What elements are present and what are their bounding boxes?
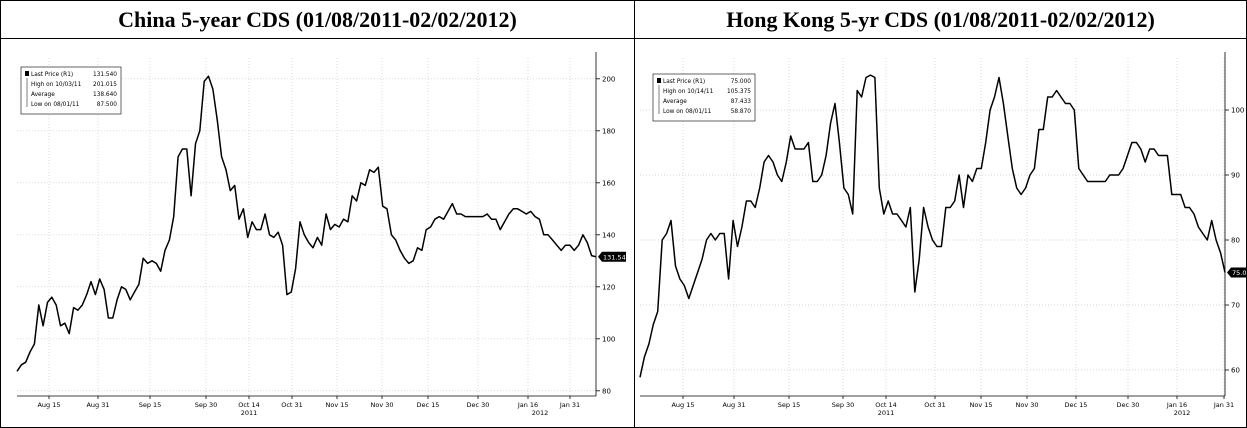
x-tick-label: Dec 30 <box>467 401 490 409</box>
legend-value: 138.640 <box>93 92 117 98</box>
legend-label: High on 10/03/11 <box>31 82 82 88</box>
y-tick-label: 80 <box>1231 237 1240 245</box>
y-tick-label: 70 <box>1231 302 1240 310</box>
hongkong-panel: Hong Kong 5-yr CDS (01/08/2011-02/02/201… <box>635 1 1246 427</box>
legend-value: 131.540 <box>93 72 117 78</box>
x-tick-label: Nov 15 <box>969 401 992 409</box>
price-series-line <box>639 74 1226 378</box>
hongkong-cds-chart: 60 70 80 90 100 Aug 15 Aug 31 Sep 15 Sep 30 Oct 1… <box>639 52 1246 417</box>
x-tick-label: Aug 15 <box>37 401 60 409</box>
y-tick-label: 160 <box>602 179 615 187</box>
legend-value: 105.375 <box>727 89 751 95</box>
x-tick-label: Sep 15 <box>139 401 162 409</box>
x-tick-label: Oct 14 <box>238 401 260 409</box>
x-tick-label: Sep 15 <box>778 401 801 409</box>
legend-series-marker <box>657 78 661 83</box>
x-tick-label: Jan 16 <box>517 401 538 409</box>
y-tick-label: 60 <box>1231 367 1240 375</box>
hongkong-chart-title: Hong Kong 5-yr CDS (01/08/2011-02/02/201… <box>635 1 1246 39</box>
y-tick-label: 80 <box>602 387 611 395</box>
x-tick-label: Nov 15 <box>325 401 348 409</box>
legend-label: High on 10/14/11 <box>663 89 714 95</box>
china-chart-title: China 5-year CDS (01/08/2011-02/02/2012) <box>1 1 634 39</box>
legend-box <box>20 66 122 115</box>
last-price-tag-label: 131.540 <box>603 253 630 261</box>
x-year-label: 2012 <box>1174 409 1191 417</box>
y-tick-label: 140 <box>602 231 615 239</box>
legend-label: Low on 08/01/11 <box>31 102 80 108</box>
x-tick-label: Aug 15 <box>671 401 694 409</box>
legend-label: Last Price (R1) <box>31 72 73 78</box>
legend-value: 75.000 <box>731 79 752 85</box>
price-series-line <box>16 75 597 372</box>
legend: Last Price (R1) 75.000 High on 10/14/11 105… <box>652 73 756 122</box>
y-tick-label: 100 <box>602 335 615 343</box>
x-year-label: 2011 <box>241 409 258 417</box>
y-tick-label: 90 <box>1231 172 1240 180</box>
legend: Last Price (R1) 131.540 High on 10/03/11 20… <box>20 66 122 115</box>
legend-value: 58.870 <box>731 109 752 115</box>
last-price-tag-label: 75.000 <box>1232 269 1246 277</box>
y-tick-label: 200 <box>602 75 615 83</box>
x-tick-label: Jan 16 <box>1166 401 1187 409</box>
china-cds-chart: 80 100 120 140 160 180 200 Aug 15 Aug 31 Sep 15 Se… <box>16 52 630 417</box>
legend-label: Last Price (R1) <box>663 79 705 85</box>
x-tick-label: Sep 30 <box>832 401 855 409</box>
x-year-label: 2011 <box>878 409 895 417</box>
x-tick-label: Jan 31 <box>559 401 580 409</box>
legend-label: Average <box>31 92 55 98</box>
legend-label: Low on 08/01/11 <box>663 109 712 115</box>
x-tick-label: Oct 31 <box>924 401 946 409</box>
x-tick-label: Jan 31 <box>1213 401 1234 409</box>
legend-value: 87.500 <box>97 102 118 108</box>
x-tick-label: Dec 30 <box>1117 401 1140 409</box>
x-tick-label: Nov 30 <box>370 401 393 409</box>
y-tick-label: 100 <box>1231 107 1244 115</box>
y-tick-label: 120 <box>602 283 615 291</box>
last-price-tag <box>1227 267 1246 278</box>
legend-series-marker <box>25 71 29 76</box>
x-tick-label: Dec 15 <box>1065 401 1088 409</box>
last-price-tag <box>598 251 626 262</box>
legend-value: 201.015 <box>93 82 117 88</box>
x-tick-label: Oct 31 <box>281 401 303 409</box>
china-panel: China 5-year CDS (01/08/2011-02/02/2012)… <box>1 1 635 427</box>
x-tick-label: Oct 14 <box>875 401 897 409</box>
x-tick-label: Nov 30 <box>1015 401 1038 409</box>
x-tick-label: Sep 30 <box>195 401 218 409</box>
y-tick-label: 180 <box>602 127 615 135</box>
legend-value: 87.433 <box>731 99 752 105</box>
x-tick-label: Aug 31 <box>722 401 745 409</box>
legend-box <box>652 73 756 122</box>
x-tick-label: Dec 15 <box>417 401 440 409</box>
x-tick-label: Aug 31 <box>86 401 109 409</box>
x-year-label: 2012 <box>532 409 549 417</box>
legend-label: Average <box>663 99 687 105</box>
